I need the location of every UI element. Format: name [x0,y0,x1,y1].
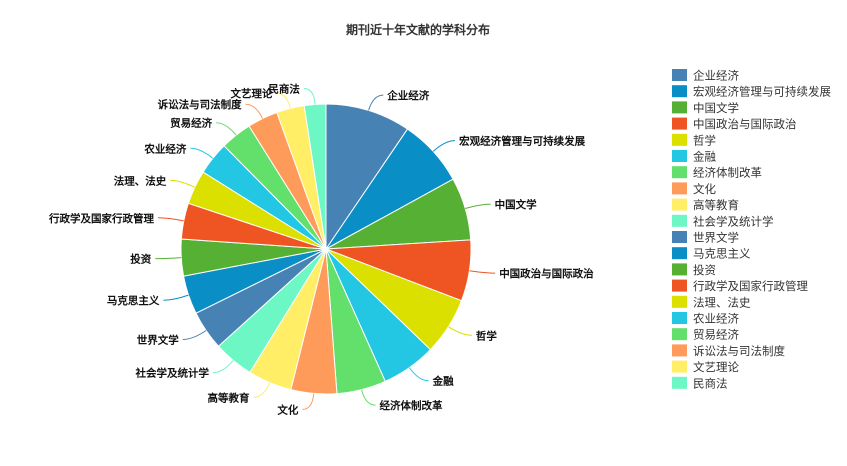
legend-label[interactable]: 行政学及国家行政管理 [693,279,808,293]
legend-swatch [672,344,687,357]
slice-label: 贸易经济 [170,117,212,130]
pie-slice[interactable] [325,103,409,251]
legend: 企业经济宏观经济管理与可持续发展中国文学中国政治与国际政治哲学金融经济体制改革文… [672,69,831,390]
legend-swatch [672,247,687,260]
legend-label[interactable]: 世界文学 [693,231,739,245]
legend-swatch [672,182,687,195]
legend-swatch [672,279,687,292]
legend-label[interactable]: 哲学 [693,133,716,147]
callout-line [432,140,456,152]
legend-label[interactable]: 贸易经济 [693,328,739,342]
legend-label[interactable]: 中国文学 [693,101,739,115]
slice-label: 中国文学 [495,198,537,211]
callout-line [303,88,316,105]
callout-line [190,147,214,159]
legend-swatch [672,231,687,243]
callout-line [216,122,237,136]
callout-line [170,179,196,188]
slice-label: 文艺理论 [230,87,273,100]
legend-label[interactable]: 法理、法史 [693,295,751,309]
legend-swatch [672,69,687,81]
slice-label: 社会学及统计学 [135,367,210,380]
legend-swatch [672,198,687,211]
callout-line [448,326,472,336]
slice-label: 企业经济 [386,89,429,102]
chart-title: 期刊近十年文献的学科分布 [346,22,490,37]
legend-swatch [672,328,687,341]
pie-slices [180,103,472,395]
callout-line [361,389,376,406]
callout-line [253,382,271,398]
legend-label[interactable]: 文艺理论 [693,360,739,374]
legend-label[interactable]: 宏观经济管理与可持续发展 [693,85,831,99]
callout-line [408,367,429,382]
callout-line [469,270,496,274]
legend-swatch [672,263,687,276]
callout-line [182,330,207,340]
slice-label: 高等教育 [208,391,250,404]
slice-label: 民商法 [268,83,300,96]
legend-label[interactable]: 金融 [693,150,716,164]
legend-swatch [672,85,687,98]
callout-line [212,360,234,374]
slice-label: 世界文学 [137,334,179,347]
legend-swatch [672,166,687,179]
callout-line [276,92,291,109]
legend-swatch [672,117,687,130]
legend-label[interactable]: 高等教育 [693,198,739,212]
slice-label: 马克思主义 [107,294,160,307]
slice-label: 金融 [432,375,454,388]
slice-label: 行政学及国家行政管理 [48,212,154,225]
callout-line [157,217,184,222]
legend-swatch [672,133,687,146]
legend-swatch [672,101,687,114]
legend-label[interactable]: 诉讼法与司法制度 [693,344,785,358]
legend-swatch [672,214,687,227]
legend-swatch [672,150,687,162]
callout-line [155,257,182,260]
legend-swatch [672,295,687,308]
callout-line [245,103,264,119]
legend-swatch [672,360,687,373]
callout-line [368,94,384,111]
slice-label: 农业经济 [143,142,186,155]
slice-label: 文化 [276,403,298,416]
legend-label[interactable]: 企业经济 [693,69,739,83]
slice-label: 经济体制改革 [380,399,443,412]
legend-label[interactable]: 农业经济 [693,312,739,326]
slice-label: 诉讼法与司法制度 [158,98,242,111]
legend-label[interactable]: 社会学及统计学 [693,214,774,228]
legend-label[interactable]: 中国政治与国际政治 [693,117,797,131]
legend-swatch [672,312,687,324]
legend-swatch [672,376,687,389]
pie-slice[interactable] [303,103,327,250]
slice-label: 中国政治与国际政治 [499,267,594,280]
legend-label[interactable]: 投资 [693,263,716,277]
callout-line [163,294,189,301]
legend-label[interactable]: 民商法 [693,376,728,390]
slice-label: 哲学 [476,329,497,342]
callout-line [302,393,315,410]
legend-label[interactable]: 马克思主义 [693,247,751,261]
legend-label[interactable]: 文化 [693,182,716,196]
callout-line [465,203,491,209]
legend-label[interactable]: 经济体制改革 [693,166,762,180]
slice-label: 宏观经济管理与可持续发展 [459,135,585,148]
slice-label: 法理、法史 [114,174,167,187]
slice-label: 投资 [130,253,151,266]
